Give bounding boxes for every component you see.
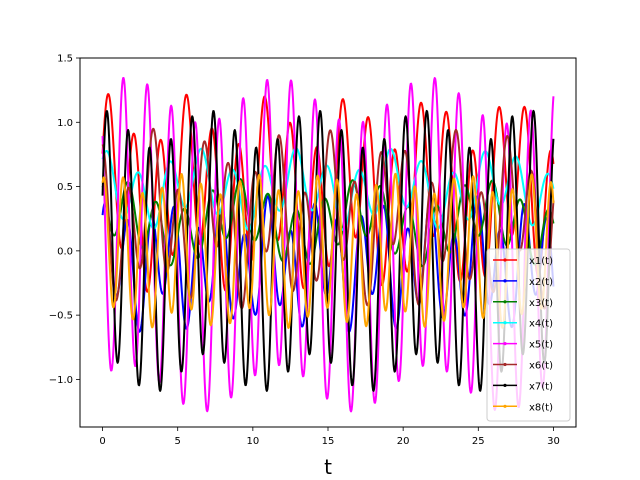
legend-label: x4(t) [529, 319, 553, 330]
legend-label: x3(t) [529, 298, 553, 309]
y-tick-label: 1.5 [57, 54, 73, 65]
legend-label: x6(t) [529, 361, 553, 372]
legend-label: x1(t) [529, 256, 553, 267]
x-tick-label: 5 [175, 436, 181, 447]
x-tick-label: 15 [322, 436, 335, 447]
legend-label: x5(t) [529, 340, 553, 351]
series-line-x6 [101, 127, 555, 310]
legend-label: x8(t) [529, 402, 553, 413]
legend-marker [503, 342, 507, 346]
legend: x1(t) x2(t) x3(t) x4(t) x5(t) x6(t) x7(t) x8(t) [486, 248, 571, 422]
x-tick-label: 20 [397, 436, 410, 447]
legend-label: x7(t) [529, 381, 553, 392]
x-tick-label: 10 [246, 436, 259, 447]
x-tick-label: 25 [472, 436, 485, 447]
x-tick-label: 30 [547, 436, 560, 447]
series-layer [101, 77, 555, 413]
y-tick-label: 0.0 [57, 246, 73, 257]
y-tick-label: −1.0 [49, 375, 73, 386]
legend-marker [503, 404, 507, 408]
y-tick-label: 0.5 [57, 182, 73, 193]
x-tick-label: 0 [99, 436, 105, 447]
legend-marker [503, 362, 507, 367]
legend-box [486, 248, 571, 422]
legend-marker [503, 300, 507, 304]
x-axis-label: t [324, 455, 332, 479]
legend-marker [503, 258, 507, 262]
legend-label: x2(t) [529, 277, 553, 288]
y-tick-label: 1.0 [57, 118, 73, 129]
legend-marker [503, 279, 507, 283]
legend-marker [503, 321, 507, 325]
y-axis: −1.0 −0.5 0.0 0.5 1.0 1.5 [49, 54, 80, 386]
x-axis: 0 5 10 15 20 25 30 [99, 427, 560, 447]
legend-marker [503, 383, 507, 387]
y-tick-label: −0.5 [49, 311, 73, 322]
series-line-x7 [101, 109, 555, 392]
series-line-x8 [101, 172, 555, 329]
